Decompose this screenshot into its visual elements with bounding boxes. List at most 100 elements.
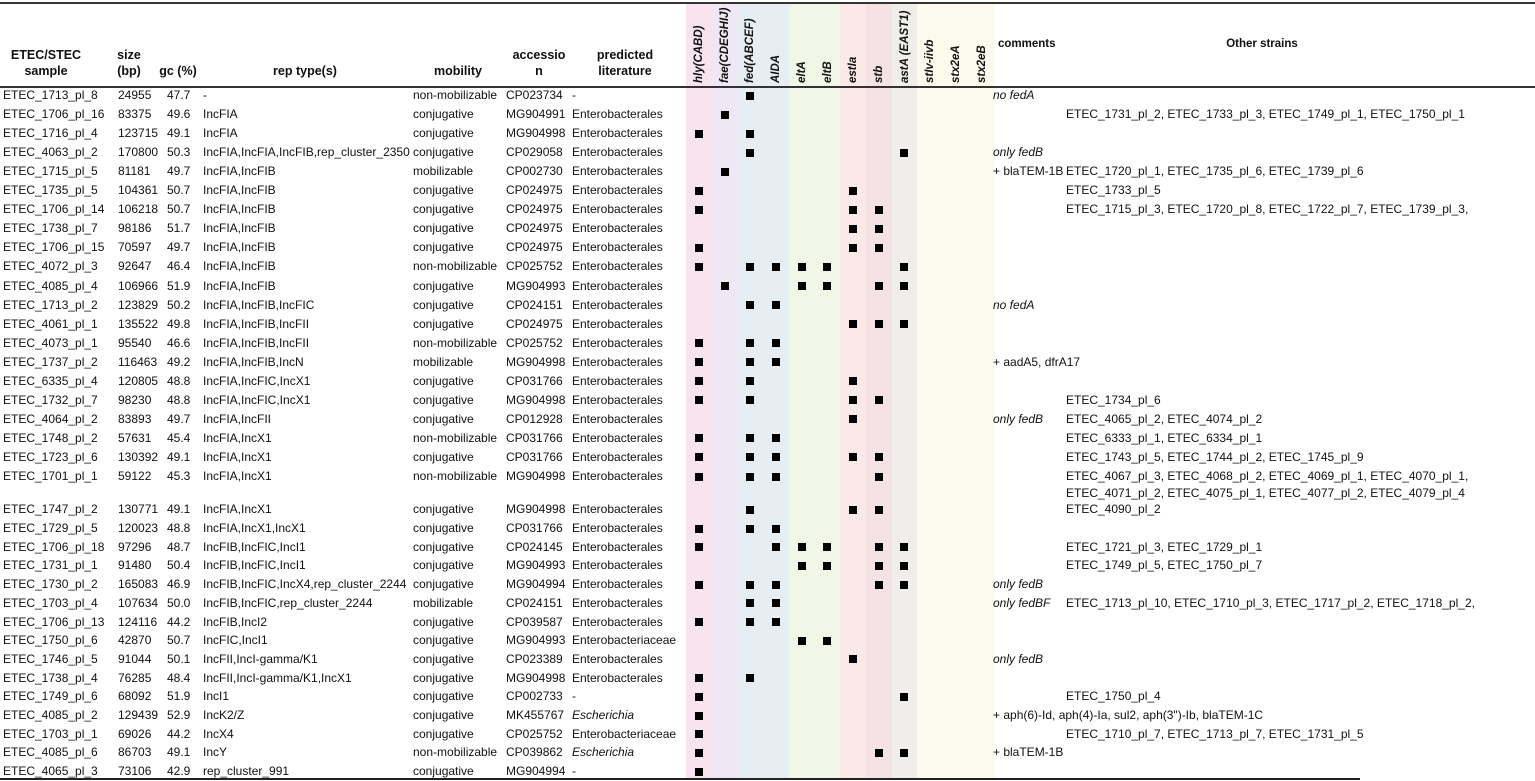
predicted-literature-cell: Enterobacterales — [572, 316, 663, 331]
gene-present-marker — [694, 767, 703, 776]
sample-cell: ETEC_1716_pl_4 — [3, 126, 98, 141]
gene-present-marker — [694, 580, 703, 589]
gene-present-marker — [874, 282, 883, 290]
gc-cell: 46.9 — [167, 577, 191, 592]
rep-type-cell: IncFIA,IncX1 — [203, 430, 272, 445]
other-strains-cell — [1066, 575, 1506, 576]
predicted-literature-cell: Enterobacterales — [572, 164, 663, 179]
gene-present-marker — [771, 472, 780, 481]
gene-header-label: hly(CABD) — [693, 25, 705, 84]
table-row: ETEC_4072_pl_3 92647 46.4 IncFIA,IncFIB non-… — [0, 257, 1535, 276]
gene-present-marker — [694, 262, 703, 271]
rep-type-cell: IncFIA,IncFIA,IncFIB,rep_cluster_2350 — [203, 145, 410, 160]
other-strains-cell — [1066, 762, 1506, 763]
size-cell: 68092 — [118, 689, 152, 704]
size-cell: 98230 — [118, 392, 152, 407]
other-strains-cell — [1066, 143, 1506, 144]
gene-present-marker — [771, 599, 780, 608]
accession-cell: CP024151 — [506, 297, 563, 312]
header-comments: comments — [998, 38, 1056, 50]
accession-cell: CP024975 — [506, 316, 563, 331]
gc-cell: 45.3 — [167, 469, 191, 483]
mobility-cell: conjugative — [413, 373, 474, 388]
size-cell: 70597 — [118, 240, 152, 255]
accession-cell: MG904998 — [506, 392, 566, 407]
header-rep-types: rep type(s) — [273, 64, 337, 78]
comment-cell: only fedB — [993, 145, 1044, 160]
mobility-cell: conjugative — [413, 411, 474, 426]
rep-type-cell: IncFIB,IncFIC,IncI1 — [203, 539, 306, 554]
gene-present-marker — [771, 434, 780, 443]
gene-present-marker — [694, 472, 703, 481]
accession-cell: CP039862 — [506, 745, 563, 760]
other-strains-cell — [1066, 277, 1506, 278]
size-cell: 69026 — [118, 726, 152, 741]
size-cell: 86703 — [118, 745, 152, 760]
gene-present-marker — [874, 580, 883, 589]
table-row: ETEC_1706_pl_13 124116 44.2 IncFIB,IncI2 con… — [0, 613, 1535, 632]
rep-type-cell: IncFIB,IncFIC,IncI1 — [203, 558, 306, 573]
size-cell: 91044 — [118, 651, 152, 666]
mobility-cell: conjugative — [413, 577, 474, 592]
predicted-literature-cell: Enterobacterales — [572, 651, 663, 666]
predicted-literature-cell: Enterobacterales — [572, 107, 663, 122]
gene-present-marker — [694, 543, 703, 552]
gene-header-label: eltB — [821, 61, 834, 83]
size-cell: 120805 — [118, 373, 159, 388]
predicted-literature-cell: Enterobacterales — [572, 240, 663, 255]
rep-type-cell: IncFII,IncI-gamma/K1 — [203, 651, 318, 666]
size-cell: 95540 — [118, 335, 152, 350]
sample-cell: ETEC_1706_pl_14 — [3, 202, 105, 217]
table-row: ETEC_1713_pl_2 123829 50.2 IncFIA,IncFIB,In… — [0, 296, 1535, 315]
accession-cell: MK455767 — [506, 708, 565, 722]
predicted-literature-cell: Enterobacterales — [572, 145, 663, 160]
rep-type-cell: IncFIA,IncX1 — [203, 469, 272, 483]
gene-present-marker — [694, 524, 703, 533]
rep-type-cell: IncFIA,IncX1 — [203, 449, 272, 464]
comment-cell: only fedB — [993, 411, 1044, 426]
other-strains-cell — [1066, 219, 1506, 220]
gene-present-marker — [746, 580, 755, 589]
size-cell: 83375 — [118, 107, 152, 122]
sample-cell: ETEC_1732_pl_7 — [3, 392, 98, 407]
other-strains-cell — [1066, 743, 1506, 744]
gene-column-bg — [840, 4, 867, 780]
rep-type-cell: IncFIA,IncFIB — [203, 164, 276, 179]
other-strains-cell — [1066, 124, 1506, 125]
accession-cell: CP031766 — [506, 373, 563, 388]
gene-present-marker — [900, 262, 909, 271]
gc-cell: 48.8 — [167, 373, 191, 388]
mobility-cell: conjugative — [413, 240, 474, 255]
size-cell: 104361 — [118, 183, 159, 198]
gene-present-marker — [849, 377, 858, 386]
gene-column-bg — [763, 4, 790, 780]
other-strains-cell — [1066, 669, 1506, 670]
table-row: ETEC_1706_pl_14 106218 50.7 IncFIA,IncFIB co… — [0, 200, 1535, 219]
size-cell: 42870 — [118, 633, 152, 648]
accession-cell: CP002730 — [506, 164, 563, 179]
sample-cell: ETEC_1749_pl_6 — [3, 689, 98, 704]
sample-cell: ETEC_1747_pl_2 — [3, 502, 98, 517]
accession-cell: MG904994 — [506, 577, 566, 592]
other-strains-cell — [1066, 500, 1506, 501]
gene-column-bg — [711, 4, 738, 780]
gene-present-marker — [849, 224, 858, 233]
other-strains-cell — [1066, 334, 1506, 335]
gene-present-marker — [746, 129, 755, 138]
other-strains-cell: ETEC_1734_pl_6 — [1066, 392, 1161, 407]
table-row: ETEC_1747_pl_2 130771 49.1 IncFIA,IncX1 conj… — [0, 500, 1535, 519]
gene-present-marker — [797, 282, 806, 290]
comment-cell: + blaTEM-1B — [993, 164, 1064, 179]
gc-cell: 49.1 — [167, 502, 191, 517]
table-row: ETEC_1748_pl_2 57631 45.4 IncFIA,IncX1 non-m… — [0, 429, 1535, 448]
gc-cell: 48.4 — [167, 670, 191, 685]
sample-cell: ETEC_4064_pl_2 — [3, 411, 98, 426]
gene-present-marker — [849, 396, 858, 405]
accession-cell: MG904993 — [506, 278, 566, 293]
table-row: ETEC_1738_pl_4 76285 48.4 IncFII,IncI-gamma… — [0, 669, 1535, 688]
predicted-literature-cell: Enterobacterales — [572, 411, 663, 426]
other-strains-cell: ETEC_4065_pl_2, ETEC_4074_pl_2 — [1066, 411, 1263, 426]
predicted-literature-cell: Escherichia — [572, 708, 635, 722]
gene-header-label: estIa — [847, 56, 860, 83]
gene-present-marker — [797, 543, 806, 552]
